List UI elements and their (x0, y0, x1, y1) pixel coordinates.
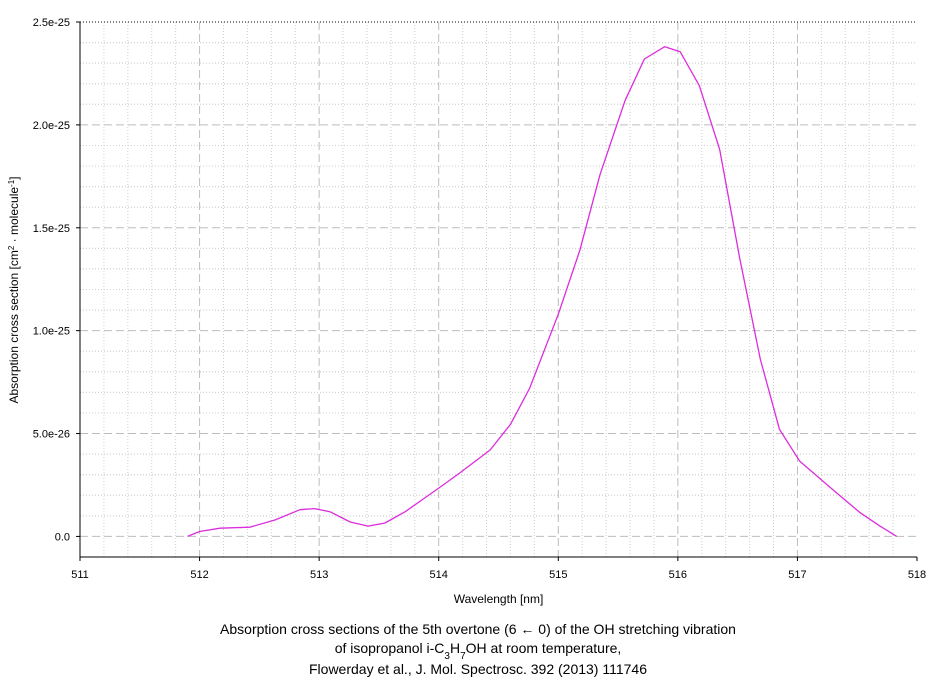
caption-line: of isopropanol i-C3H7OH at room temperat… (335, 640, 622, 662)
x-tick-label: 518 (908, 569, 926, 581)
y-tick-label: 2.0e-25 (33, 120, 70, 132)
y-tick-label: 5.0e-26 (33, 429, 70, 441)
caption-line: Flowerday et al., J. Mol. Spectrosc. 392… (309, 661, 647, 677)
label-part: · molecule (7, 187, 21, 246)
label-part: 7 (460, 651, 466, 662)
x-axis-label: Wavelength [nm] (454, 592, 544, 606)
label-part: OH at room temperature, (466, 640, 622, 656)
y-axis-label: Absorption cross section [cm2 · molecule… (7, 176, 22, 403)
x-tick-label: 511 (71, 569, 89, 581)
x-tick-label: 517 (788, 569, 806, 581)
label-part: ] (7, 176, 21, 179)
x-tick-label: 515 (549, 569, 567, 581)
x-tick-label: 513 (310, 569, 328, 581)
data-line (187, 46, 898, 538)
label-part: Absorption cross section [cm (7, 250, 21, 403)
caption-line: Absorption cross sections of the 5th ove… (220, 621, 736, 637)
label-part: H (450, 640, 460, 656)
label-part: 3 (444, 651, 450, 662)
label-part: of isopropanol i-C (335, 640, 445, 656)
x-tick-label: 516 (669, 569, 687, 581)
x-tick-label: 512 (190, 569, 208, 581)
y-tick-label: 1.0e-25 (33, 326, 70, 338)
y-tick-label: 0.0 (55, 531, 70, 543)
label-part: 2 (7, 245, 16, 250)
y-tick-label: 1.5e-25 (33, 223, 70, 235)
y-tick-label: 2.5e-25 (33, 17, 70, 29)
label-part: -1 (7, 179, 16, 187)
x-tick-label: 514 (430, 569, 448, 581)
